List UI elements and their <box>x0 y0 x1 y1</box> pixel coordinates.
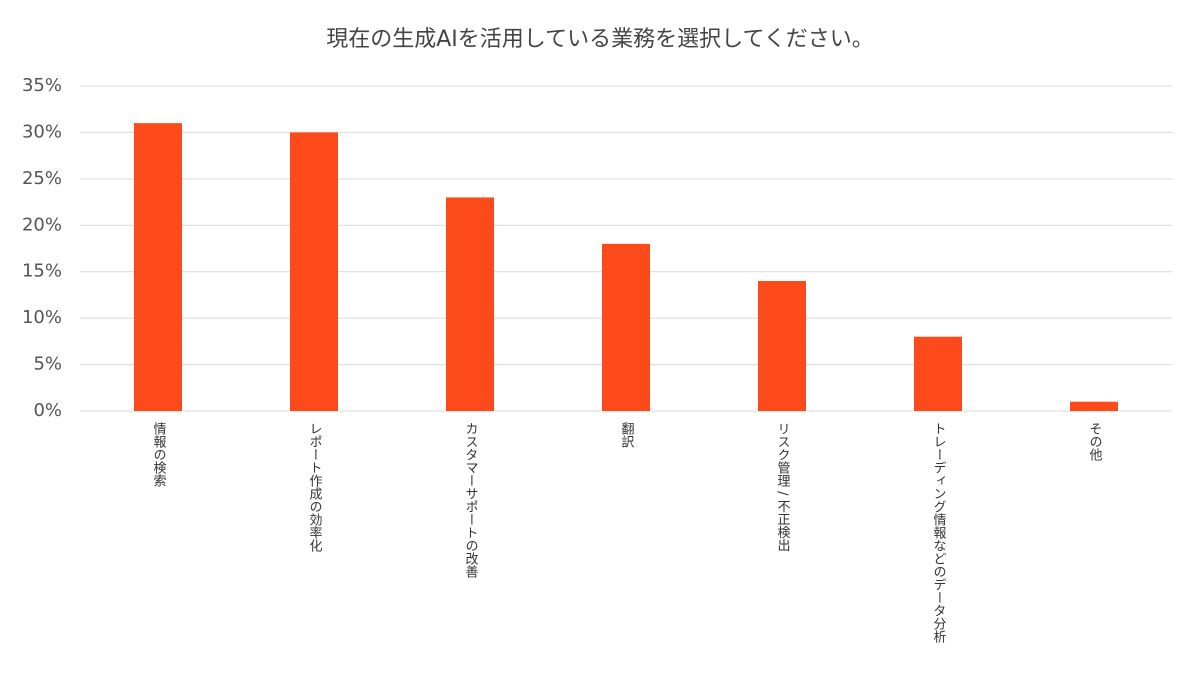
y-tick-label: 5% <box>33 354 62 375</box>
y-tick-label: 15% <box>22 261 62 282</box>
bar <box>1070 401 1118 411</box>
x-tick-label: 翻訳 <box>619 422 635 448</box>
y-tick-label: 35% <box>22 75 62 96</box>
y-tick-label: 30% <box>22 121 62 142</box>
y-tick-label: 0% <box>33 400 62 421</box>
y-tick-label: 10% <box>22 307 62 328</box>
bar <box>446 197 494 411</box>
x-tick-label: リスク管理 / 不正検出 <box>775 422 791 552</box>
y-tick-label: 25% <box>22 168 62 189</box>
chart-title: 現在の生成AIを活用している業務を選択してください。 <box>326 27 874 52</box>
x-tick-label: カスタマーサポートの改善 <box>463 422 479 579</box>
bar <box>290 132 338 411</box>
x-tick-label: レポート作成の効率化 <box>307 422 323 553</box>
x-tick-label: その他 <box>1087 422 1103 462</box>
bar <box>134 123 182 412</box>
bar <box>602 243 650 411</box>
y-tick-label: 20% <box>22 214 62 235</box>
x-tick-label: 情報の検索 <box>151 422 167 487</box>
bar <box>758 281 806 411</box>
bar <box>914 336 962 411</box>
x-tick-label: トレーディング情報などのデータ分析 <box>931 422 947 643</box>
